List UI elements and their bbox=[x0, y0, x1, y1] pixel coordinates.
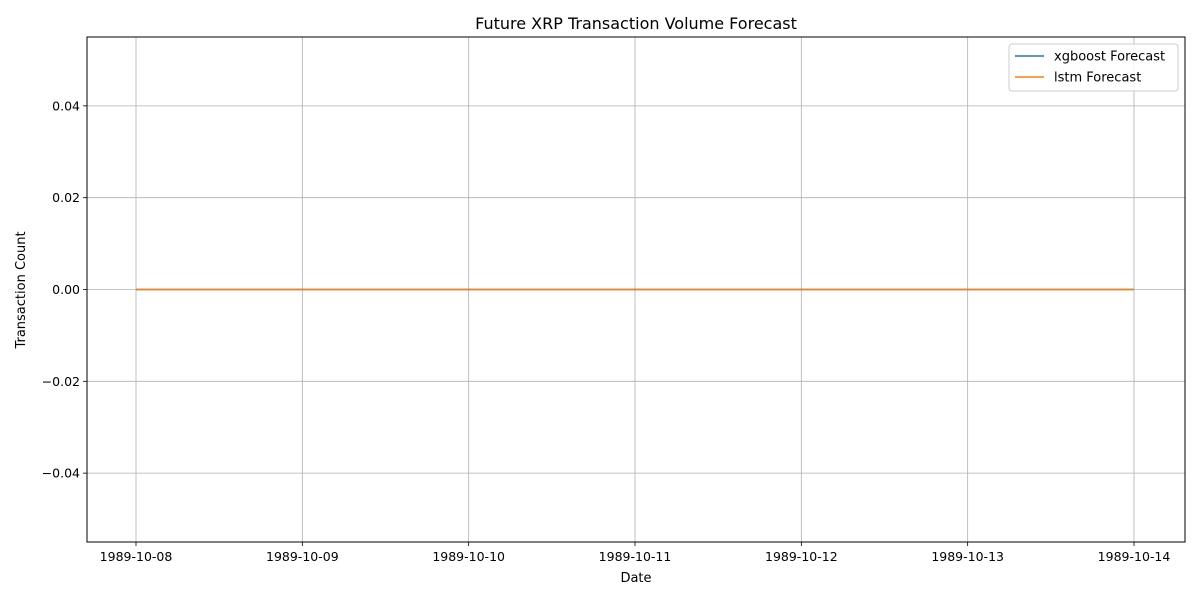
x-axis-label: Date bbox=[620, 571, 651, 586]
x-tick-label: 1989-10-12 bbox=[765, 549, 838, 564]
x-tick-label: 1989-10-14 bbox=[1098, 549, 1171, 564]
legend: xgboost Forecast lstm Forecast bbox=[1008, 43, 1179, 92]
y-tick-label: 0.00 bbox=[52, 282, 80, 297]
legend-label: xgboost Forecast bbox=[1054, 50, 1165, 65]
x-axis: 1989-10-08 1989-10-09 1989-10-10 1989-10-11… bbox=[100, 542, 1171, 564]
y-axis: −0.04 −0.02 0.00 0.02 0.04 bbox=[42, 98, 87, 481]
x-tick-label: 1989-10-08 bbox=[100, 549, 173, 564]
y-tick-label: 0.04 bbox=[52, 98, 80, 113]
y-tick-label: 0.02 bbox=[52, 190, 80, 205]
legend-label: lstm Forecast bbox=[1054, 71, 1141, 86]
y-tick-label: −0.02 bbox=[42, 374, 80, 389]
x-tick-label: 1989-10-13 bbox=[931, 549, 1004, 564]
y-axis-label: Transaction Count bbox=[14, 231, 29, 349]
y-tick-label: −0.04 bbox=[42, 466, 80, 481]
legend-box bbox=[1008, 43, 1179, 92]
x-tick-label: 1989-10-11 bbox=[599, 549, 672, 564]
chart-title: Future XRP Transaction Volume Forecast bbox=[475, 14, 797, 33]
x-tick-label: 1989-10-10 bbox=[432, 549, 505, 564]
x-tick-label: 1989-10-09 bbox=[266, 549, 339, 564]
